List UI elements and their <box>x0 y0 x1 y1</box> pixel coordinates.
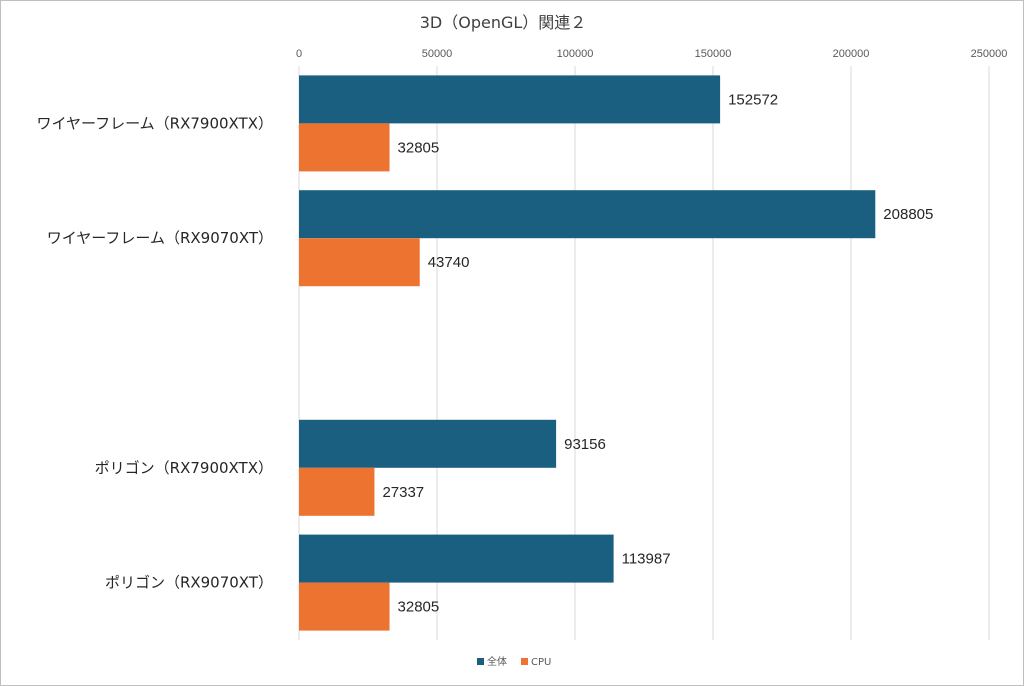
x-tick-label: 250000 <box>971 48 1008 60</box>
bar-cpu <box>299 238 420 287</box>
legend-label: 全体 <box>487 655 507 668</box>
bar-cpu <box>299 582 390 631</box>
data-label: 27337 <box>382 484 424 501</box>
bar-total <box>299 190 876 239</box>
legend-swatch <box>477 658 484 665</box>
bar-total <box>299 534 614 583</box>
data-label: 43740 <box>428 254 470 271</box>
x-axis-ticks: 0 50000 100000 150000 200000 250000 <box>296 48 1007 60</box>
x-tick-label: 100000 <box>557 48 594 60</box>
x-tick-label: 50000 <box>422 48 453 60</box>
data-label: 32805 <box>398 599 440 616</box>
data-label: 113987 <box>622 551 671 568</box>
bar-cpu <box>299 467 375 516</box>
legend-label: CPU <box>531 657 551 668</box>
legend: 全体 CPU <box>477 655 551 668</box>
category-label: ポリゴン（RX7900XTX） <box>95 459 273 477</box>
category-label: ワイヤーフレーム（RX7900XTX） <box>36 114 273 132</box>
x-tick-label: 200000 <box>833 48 870 60</box>
x-tick-label: 0 <box>296 48 302 60</box>
data-label: 152572 <box>728 91 778 108</box>
x-tick-label: 150000 <box>695 48 732 60</box>
category-label: ワイヤーフレーム（RX9070XT） <box>47 229 273 247</box>
data-label: 32805 <box>398 139 440 156</box>
legend-swatch <box>521 658 528 665</box>
data-labels: 152572 32805 208805 43740 93156 27337 113987 32… <box>382 91 933 615</box>
data-label: 208805 <box>883 206 933 223</box>
bar-total <box>299 419 557 468</box>
data-label: 93156 <box>564 436 606 453</box>
bars <box>299 75 876 631</box>
bar-total <box>299 75 721 124</box>
chart-title: 3D（OpenGL）関連２ <box>420 13 587 32</box>
category-label: ポリゴン（RX9070XT） <box>105 574 273 592</box>
bar-cpu <box>299 123 390 172</box>
category-labels: ワイヤーフレーム（RX7900XTX） ワイヤーフレーム（RX9070XT） ポリゴ… <box>36 114 273 591</box>
